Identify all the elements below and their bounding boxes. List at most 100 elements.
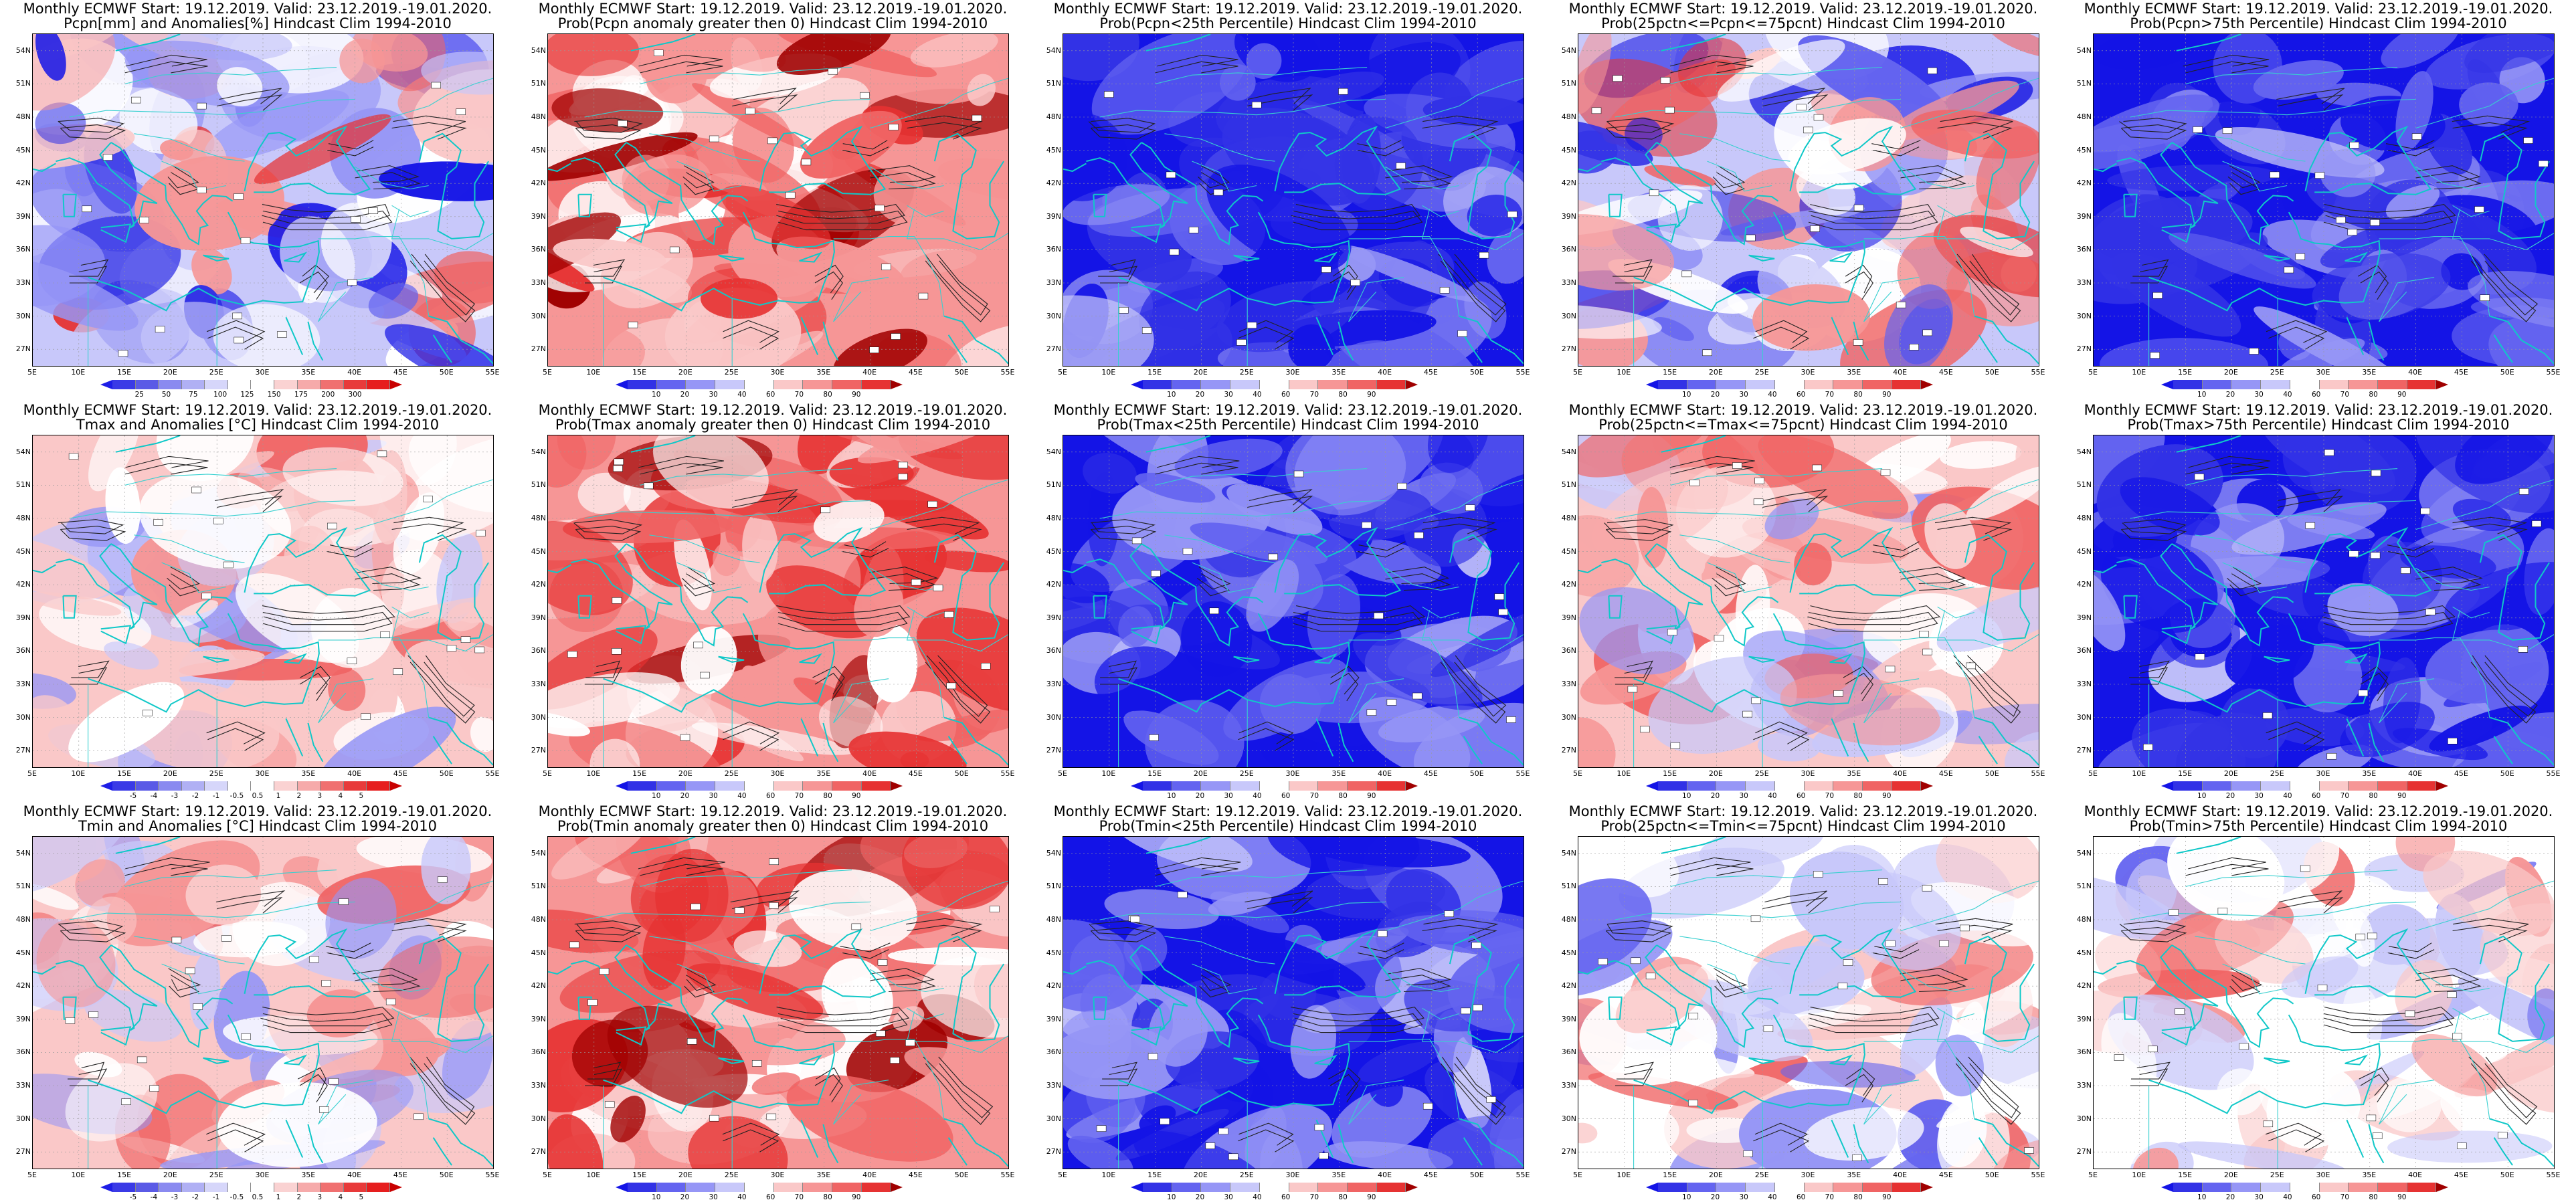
field-blob <box>1309 837 1471 868</box>
climatology-contour <box>1291 203 1420 224</box>
field-blob <box>610 1096 646 1142</box>
coastline <box>2176 837 2241 854</box>
latitude-tick-label: 33N <box>2076 278 2092 287</box>
contour-label-box <box>613 465 623 472</box>
longitude-tick-label: 45E <box>1423 1171 1438 1179</box>
climatology-contour <box>1754 1122 1809 1146</box>
field-blob <box>408 435 493 513</box>
field-blob <box>1246 43 1282 79</box>
climatology-contour <box>869 567 939 585</box>
latitude-tick-label: 36N <box>15 245 31 254</box>
climatology-contour <box>327 548 374 558</box>
latitude-tick-label: 39N <box>1046 1014 1061 1023</box>
longitude-tick-label: 55E <box>2546 769 2561 778</box>
contour-label-box <box>1878 878 1888 885</box>
color-bar-segment <box>343 380 367 389</box>
coastline <box>2264 1057 2290 1064</box>
country-border <box>1421 1011 1524 1053</box>
coastline <box>603 211 835 312</box>
coastline <box>284 653 308 664</box>
color-bar-tick-label: 10 <box>652 1193 661 1201</box>
field-blob <box>1578 515 1639 597</box>
contour-label-box <box>1314 1124 1325 1131</box>
climatology-contour <box>393 516 464 534</box>
coastline <box>2368 722 2385 763</box>
climatology-contour <box>1714 975 1746 998</box>
color-bar-segment <box>274 380 298 389</box>
climatology-contour <box>1809 1006 1940 1027</box>
climatology-contour <box>777 1013 908 1033</box>
latitude-tick-label: 51N <box>1046 79 1061 88</box>
climatology-contour <box>1874 942 1918 952</box>
contour-label-box <box>911 579 921 586</box>
longitude-tick-label: 10E <box>586 1171 601 1179</box>
forecast-map <box>547 836 1009 1169</box>
contour-label-box <box>413 1113 424 1120</box>
field-blob <box>74 1051 122 1078</box>
country-border <box>124 67 337 84</box>
color-bar-segment <box>2261 1183 2290 1192</box>
color-bar-tick-label: 80 <box>1853 391 1863 399</box>
climatology-contour <box>70 266 108 284</box>
forecast-map <box>2093 836 2555 1169</box>
latitude-tick-label: 33N <box>1046 680 1061 688</box>
climatology-contour <box>1155 864 1238 876</box>
latitude-tick-label: 48N <box>15 514 31 522</box>
field-blob <box>1149 995 1208 1067</box>
longitude-tick-label: 40E <box>1378 1171 1392 1179</box>
color-bar-tick-label: 30 <box>2254 792 2264 800</box>
color-bar-segment <box>2261 380 2290 389</box>
field-blob <box>404 639 493 723</box>
contour-label-box <box>329 1078 339 1085</box>
color-bar-segment <box>1259 781 1289 791</box>
climatology-contour <box>1900 975 1966 993</box>
color-bar-segment <box>1289 781 1319 791</box>
country-border <box>1863 1080 1920 1125</box>
coastline <box>1578 965 1602 975</box>
coastline <box>244 526 371 597</box>
contour-label-box <box>828 68 838 75</box>
coastline <box>2094 163 2117 173</box>
color-bar-segment <box>1863 1183 1892 1192</box>
color-bar-segment <box>656 781 686 791</box>
coastline <box>577 193 592 217</box>
field-blob <box>1644 165 1716 187</box>
climatology-contour <box>1900 172 1966 190</box>
coastline <box>1118 211 1350 312</box>
coastline <box>603 1014 835 1114</box>
color-bar-segment <box>628 380 657 389</box>
country-border <box>1155 67 1368 84</box>
field-blob <box>377 936 493 1018</box>
color-bar-segment <box>2407 380 2437 389</box>
climatology-contour <box>58 118 124 133</box>
contour-label-box <box>1422 1102 1433 1110</box>
climatology-contour <box>2227 567 2262 590</box>
color-bar-tick-label: 10 <box>2197 792 2207 800</box>
latitude-tick-label: 48N <box>2076 514 2092 522</box>
climatology-contour <box>684 172 715 195</box>
climatology-contour <box>1845 271 1873 300</box>
climatology-contour <box>685 968 717 991</box>
forecast-map <box>1578 33 2039 367</box>
color-bar-segment <box>1833 1183 1863 1192</box>
coastline <box>1633 1014 1865 1114</box>
country-border <box>2507 479 2554 497</box>
coastline <box>1978 736 1998 765</box>
climatology-contour <box>1714 968 1748 991</box>
color-bar-segment <box>1376 1183 1406 1192</box>
color-bar-segment <box>1318 1183 1348 1192</box>
climatology-contour <box>409 260 476 322</box>
coastline <box>2368 321 2385 361</box>
latitude-tick-label: 36N <box>2076 646 2092 656</box>
latitude-tick-label: 39N <box>15 1014 31 1023</box>
latitude-tick-label: 27N <box>1561 344 1576 354</box>
contour-label-box <box>2531 520 2542 527</box>
latitude-tick-label: 27N <box>1046 344 1061 354</box>
contour-label-box <box>309 956 319 963</box>
country-border <box>318 1080 374 1125</box>
country-border <box>676 562 742 593</box>
coastline <box>428 716 493 766</box>
latitude-tick-label: 45N <box>1561 948 1576 957</box>
country-border <box>1900 94 1993 129</box>
climatology-contour <box>870 172 936 190</box>
